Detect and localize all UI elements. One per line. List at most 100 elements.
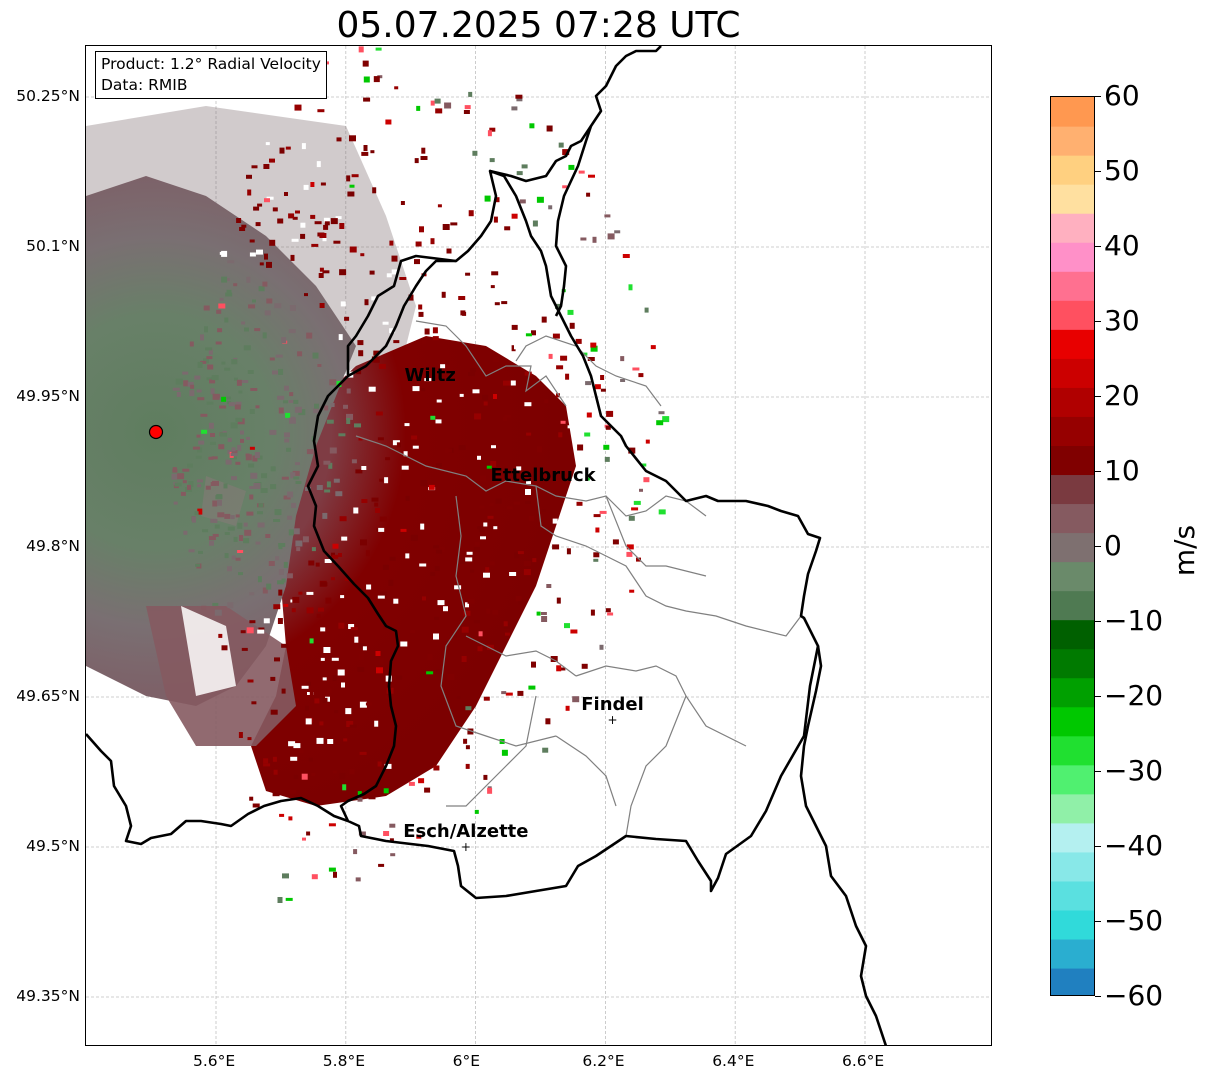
velocity-speckle [467,728,474,735]
velocity-speckle [196,434,201,438]
velocity-speckle [196,389,202,393]
velocity-speckle [353,849,358,855]
velocity-speckle [485,567,490,573]
velocity-speckle [265,142,270,146]
velocity-speckle [560,420,566,424]
velocity-speckle [289,305,296,311]
velocity-speckle [531,661,536,668]
velocity-speckle [272,207,278,212]
velocity-speckle [454,585,462,590]
velocity-speckle [474,541,480,546]
velocity-speckle [345,708,352,715]
velocity-speckle [320,627,326,632]
velocity-speckle [361,499,368,503]
velocity-speckle [177,473,185,480]
colorbar-band [1051,822,1094,853]
velocity-speckle [217,512,225,518]
velocity-speckle [410,630,416,634]
velocity-speckle [301,773,308,780]
velocity-speckle [284,432,290,438]
velocity-speckle [626,551,633,557]
velocity-speckle [490,460,497,467]
velocity-speckle [514,552,520,559]
velocity-speckle [565,705,570,711]
velocity-speckle [200,334,204,341]
velocity-speckle [215,341,222,345]
velocity-speckle [221,396,227,402]
velocity-speckle [441,143,446,150]
velocity-speckle [263,763,271,767]
velocity-speckle [456,696,461,700]
velocity-speckle [437,204,442,208]
velocity-speckle [314,221,322,225]
velocity-speckle [459,229,464,235]
velocity-speckle [343,404,348,409]
velocity-speckle [245,454,252,461]
velocity-speckle [277,580,285,585]
velocity-speckle [231,359,238,365]
velocity-speckle [358,643,366,649]
velocity-speckle [358,350,364,357]
velocity-speckle [301,685,309,689]
velocity-speckle [465,602,469,608]
velocity-speckle [322,512,328,519]
velocity-speckle [526,481,531,485]
country-borders [86,46,888,1045]
velocity-speckle [468,372,475,377]
velocity-speckle [531,330,536,336]
colorbar-band [1051,184,1094,214]
velocity-speckle [246,627,254,634]
velocity-speckle [231,555,236,560]
velocity-speckle [316,161,321,168]
colorbar-tick-mark [1095,771,1101,772]
velocity-speckle [317,109,325,113]
velocity-speckle [200,413,208,417]
velocity-speckle [323,647,331,653]
velocity-speckle [373,76,380,83]
velocity-speckle [210,482,216,486]
velocity-speckle [445,448,453,453]
velocity-speckle [511,324,518,330]
velocity-speckle [235,417,243,422]
velocity-speckle [268,561,275,566]
velocity-speckle [375,651,381,656]
velocity-speckle [620,356,625,362]
radar-site-marker[interactable] [148,424,164,440]
velocity-speckle [489,158,495,163]
velocity-speckle [552,544,560,550]
velocity-speckle [295,540,303,547]
velocity-speckle [258,286,265,292]
velocity-speckle [238,390,243,394]
velocity-speckle [501,301,508,305]
velocity-speckle [319,233,327,238]
velocity-speckle [435,108,443,114]
velocity-speckle [461,626,469,633]
velocity-speckle [468,91,473,97]
velocity-speckle [658,411,665,415]
velocity-speckle [382,564,389,570]
velocity-speckle [250,388,258,391]
velocity-speckle [489,127,496,132]
velocity-speckle [373,350,380,356]
velocity-speckle [201,429,208,434]
velocity-speckle [378,363,386,369]
velocity-speckle [483,572,490,578]
velocity-speckle [632,367,640,371]
velocity-speckle [270,484,277,490]
velocity-speckle [662,416,670,423]
velocity-speckle [424,328,430,335]
colorbar-tick-mark [1095,246,1101,247]
radar-map[interactable]: Wiltz Ettelbruck Findel + Esch/Alzette + Prod… [85,45,992,1046]
velocity-speckle [491,271,499,276]
velocity-speckle [282,873,289,879]
velocity-speckle [208,536,216,541]
velocity-speckle [323,217,330,223]
velocity-speckle [258,503,264,508]
velocity-speckle [501,691,507,695]
velocity-speckle [206,356,213,360]
velocity-speckle [517,551,524,555]
velocity-speckle [585,381,592,386]
velocity-speckle [291,502,297,508]
velocity-speckle [249,239,255,243]
